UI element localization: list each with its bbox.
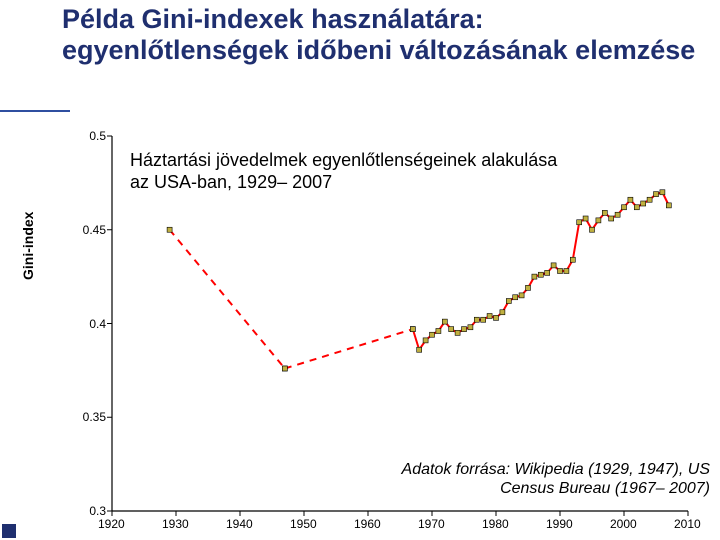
slide-title: Példa Gini-indexek használatára: egyenlő… [62, 4, 702, 66]
y-tick-label: 0.5 [76, 129, 106, 143]
title-rule [0, 110, 70, 112]
slide: Példa Gini-indexek használatára: egyenlő… [0, 0, 720, 540]
y-tick-label: 0.45 [76, 223, 106, 237]
y-tick-label: 0.35 [76, 410, 106, 424]
x-tick-label: 1940 [226, 517, 253, 531]
y-tick-label: 0.3 [76, 504, 106, 518]
gini-chart [98, 130, 698, 525]
y-tick-label: 0.4 [76, 317, 106, 331]
x-tick-label: 2000 [610, 517, 637, 531]
x-tick-label: 1960 [354, 517, 381, 531]
corner-decoration [2, 524, 16, 538]
x-tick-label: 1980 [482, 517, 509, 531]
x-tick-label: 2010 [674, 517, 701, 531]
x-tick-label: 1970 [418, 517, 445, 531]
x-tick-label: 1930 [162, 517, 189, 531]
x-tick-label: 1950 [290, 517, 317, 531]
x-tick-label: 1920 [98, 517, 125, 531]
x-tick-label: 1990 [546, 517, 573, 531]
y-axis-label: Gini-index [20, 212, 36, 280]
